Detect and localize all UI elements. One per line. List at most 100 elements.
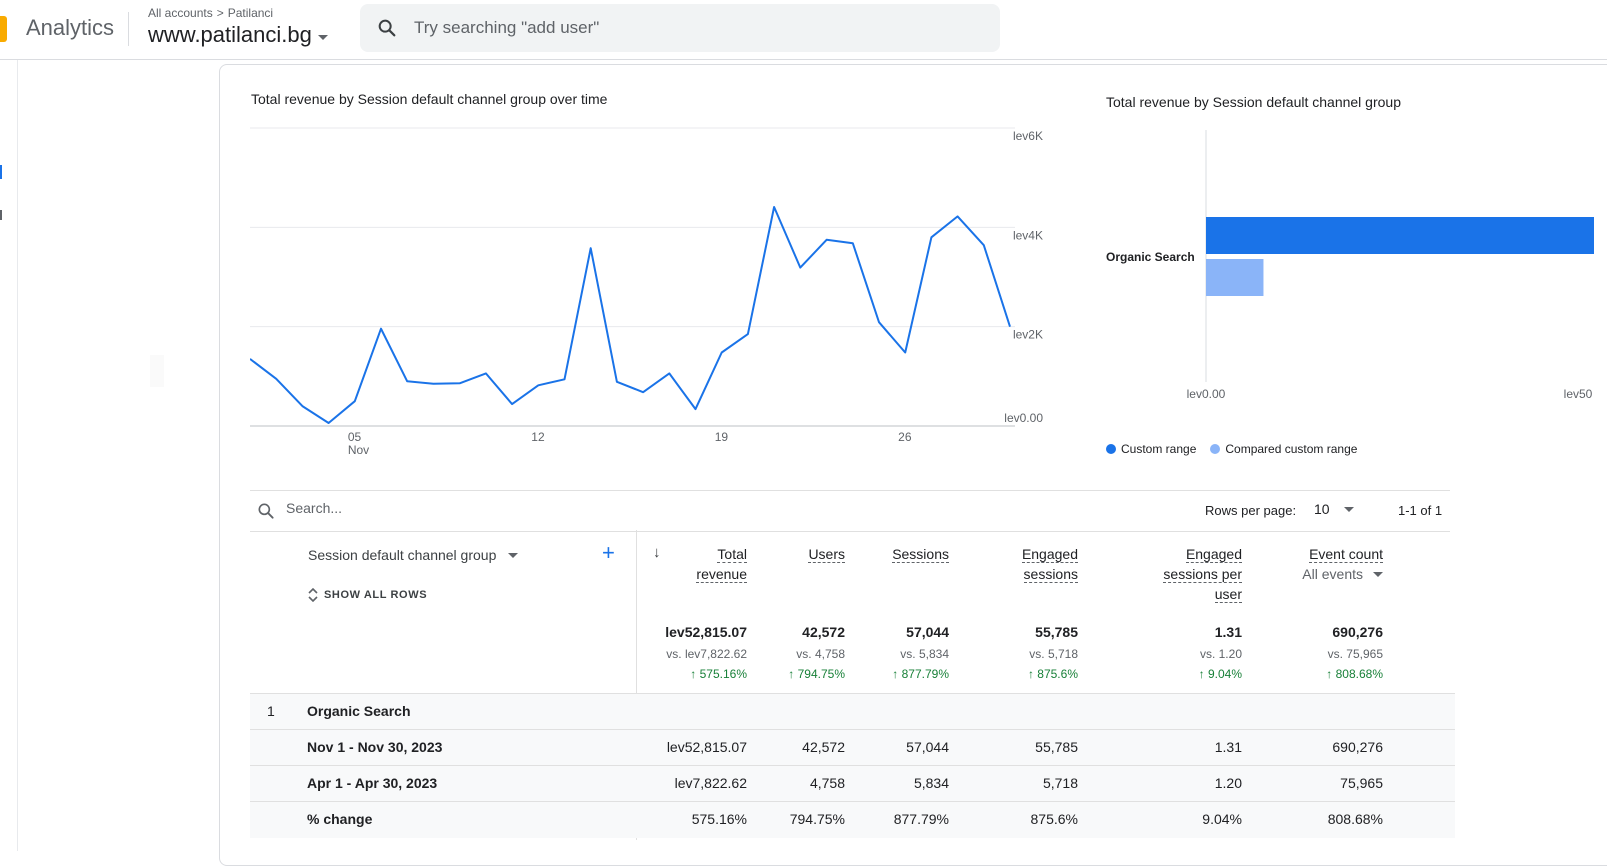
x-tick-label: 19 <box>715 430 729 444</box>
cell-users: 42,572 <box>802 739 845 755</box>
app-name[interactable]: Analytics <box>26 15 115 40</box>
table-row-group[interactable]: 1 Organic Search <box>250 693 1455 730</box>
x-tick-label: 05 <box>348 430 362 444</box>
total-sessions-change: ↑ 877.79% <box>892 667 949 681</box>
expand-collapse-icon <box>308 588 318 602</box>
header-line: Engaged <box>1185 546 1242 563</box>
chevron-down-icon <box>1373 571 1383 577</box>
total-engaged-change: ↑ 875.6% <box>1027 667 1078 681</box>
breadcrumb-account[interactable]: Patilanci <box>227 6 274 20</box>
total-sessions-compare: vs. 5,834 <box>900 647 949 661</box>
search-icon <box>378 19 396 37</box>
dimension-label: Session default channel group <box>308 547 497 563</box>
pagination-info: 1-1 of 1 <box>1398 503 1443 518</box>
cell-event-count: 75,965 <box>1340 775 1383 791</box>
header-line: Event count <box>1309 546 1383 563</box>
legend-compared-range[interactable]: Compared custom range <box>1210 442 1357 456</box>
cell-sessions: 57,044 <box>906 739 949 755</box>
cell-engaged-per-user: 1.31 <box>1214 739 1242 755</box>
cell-revenue: lev7,822.62 <box>674 775 747 791</box>
total-revenue-value: lev52,815.07 <box>665 624 747 640</box>
breadcrumb-separator-icon: > <box>216 6 224 20</box>
table-row[interactable]: Nov 1 - Nov 30, 2023 lev52,815.07 42,572… <box>250 729 1455 766</box>
cell-revenue: 575.16% <box>691 811 747 827</box>
x-tick-label: 26 <box>898 430 912 444</box>
property-selector[interactable]: www.patilanci.bg <box>148 22 328 48</box>
nav-indicator <box>0 165 2 179</box>
total-revenue-change: ↑ 575.16% <box>690 667 747 681</box>
cell-engaged-per-user: 9.04% <box>1202 811 1242 827</box>
table-row[interactable]: Apr 1 - Apr 30, 2023 lev7,822.62 4,758 5… <box>250 765 1455 802</box>
y-tick-label: lev0.00 <box>1004 411 1043 425</box>
show-all-rows-button[interactable]: SHOW ALL ROWS <box>308 588 427 602</box>
cell-users: 794.75% <box>789 811 845 827</box>
line-chart-title: Total revenue by Session default channel… <box>251 91 608 107</box>
cell-engaged: 875.6% <box>1030 811 1078 827</box>
event-filter-label: All events <box>1302 566 1363 582</box>
column-divider <box>636 530 637 840</box>
header-line: Users <box>808 546 845 563</box>
cell-event-count: 808.68% <box>1327 811 1383 827</box>
row-label: Apr 1 - Apr 30, 2023 <box>307 775 438 791</box>
total-event-count-change: ↑ 808.68% <box>1326 667 1383 681</box>
dimension-selector[interactable]: Session default channel group <box>308 547 519 563</box>
bar-compared-range[interactable] <box>1206 259 1264 296</box>
revenue-by-channel-chart[interactable]: lev0.00 lev50 <box>1100 120 1607 420</box>
table-search-input[interactable] <box>284 499 588 517</box>
total-sessions-value: 57,044 <box>906 624 949 640</box>
cell-engaged-per-user: 1.20 <box>1214 775 1242 791</box>
legend-custom-range[interactable]: Custom range <box>1106 442 1196 456</box>
bar-chart-legend: Custom range Compared custom range <box>1106 442 1357 456</box>
property-name: www.patilanci.bg <box>148 22 312 47</box>
rows-per-page-select[interactable]: 10 <box>1314 501 1354 517</box>
legend-label: Compared custom range <box>1225 442 1358 456</box>
sort-descending-icon[interactable]: ↓ <box>653 544 661 561</box>
column-header-users[interactable]: Users <box>760 544 845 564</box>
legend-label: Custom range <box>1121 442 1197 456</box>
y-tick-label: lev4K <box>1013 228 1043 242</box>
cell-revenue: lev52,815.07 <box>666 739 747 755</box>
total-engaged-per-user-value: 1.31 <box>1214 624 1242 640</box>
table-row[interactable]: % change 575.16% 794.75% 877.79% 875.6% … <box>250 801 1455 838</box>
total-users-change: ↑ 794.75% <box>788 667 845 681</box>
row-label: % change <box>307 811 373 827</box>
column-header-engaged-sessions-per-user[interactable]: Engaged sessions per user <box>1120 544 1242 604</box>
legend-dot-icon <box>1106 444 1116 454</box>
header-line: sessions per <box>1163 566 1242 583</box>
column-header-total-revenue[interactable]: Total revenue <box>650 544 747 584</box>
global-search-input[interactable] <box>412 17 976 39</box>
search-icon <box>258 503 274 519</box>
cell-engaged: 5,718 <box>1042 775 1078 791</box>
series-line-revenue[interactable] <box>250 206 1011 424</box>
header-line: Engaged <box>1021 546 1078 563</box>
rows-per-page-value: 10 <box>1314 501 1330 517</box>
rows-per-page-label: Rows per page: <box>1205 503 1297 518</box>
cell-engaged: 55,785 <box>1035 739 1078 755</box>
breadcrumb[interactable]: All accounts > Patilanci <box>148 6 273 20</box>
show-all-rows-label: SHOW ALL ROWS <box>324 589 428 601</box>
chevron-down-icon <box>317 34 328 40</box>
header-line: revenue <box>696 566 747 583</box>
y-tick-label: lev6K <box>1013 129 1043 143</box>
left-nav-rail[interactable] <box>0 60 18 851</box>
row-label: Nov 1 - Nov 30, 2023 <box>307 739 443 755</box>
breadcrumb-all-accounts[interactable]: All accounts <box>148 6 213 20</box>
column-header-engaged-sessions[interactable]: Engaged sessions <box>980 544 1078 584</box>
cell-sessions: 877.79% <box>893 811 949 827</box>
total-engaged-per-user-change: ↑ 9.04% <box>1198 667 1242 681</box>
global-search[interactable] <box>360 4 1000 52</box>
add-dimension-icon[interactable]: + <box>602 540 615 565</box>
header-line: user <box>1214 586 1242 603</box>
x-tick-sublabel: Nov <box>348 443 369 457</box>
nav-item-icon[interactable] <box>0 210 2 220</box>
total-revenue-compare: vs. lev7,822.62 <box>666 647 747 661</box>
column-header-event-count[interactable]: Event count All events <box>1270 544 1383 584</box>
event-filter-selector[interactable]: All events <box>1302 564 1383 584</box>
column-header-sessions[interactable]: Sessions <box>860 544 949 564</box>
analytics-logo[interactable] <box>0 16 7 42</box>
header-divider <box>128 12 129 46</box>
x-tick-label: 12 <box>531 430 545 444</box>
header-line: Sessions <box>892 546 949 563</box>
bar-custom-range[interactable] <box>1206 217 1594 254</box>
